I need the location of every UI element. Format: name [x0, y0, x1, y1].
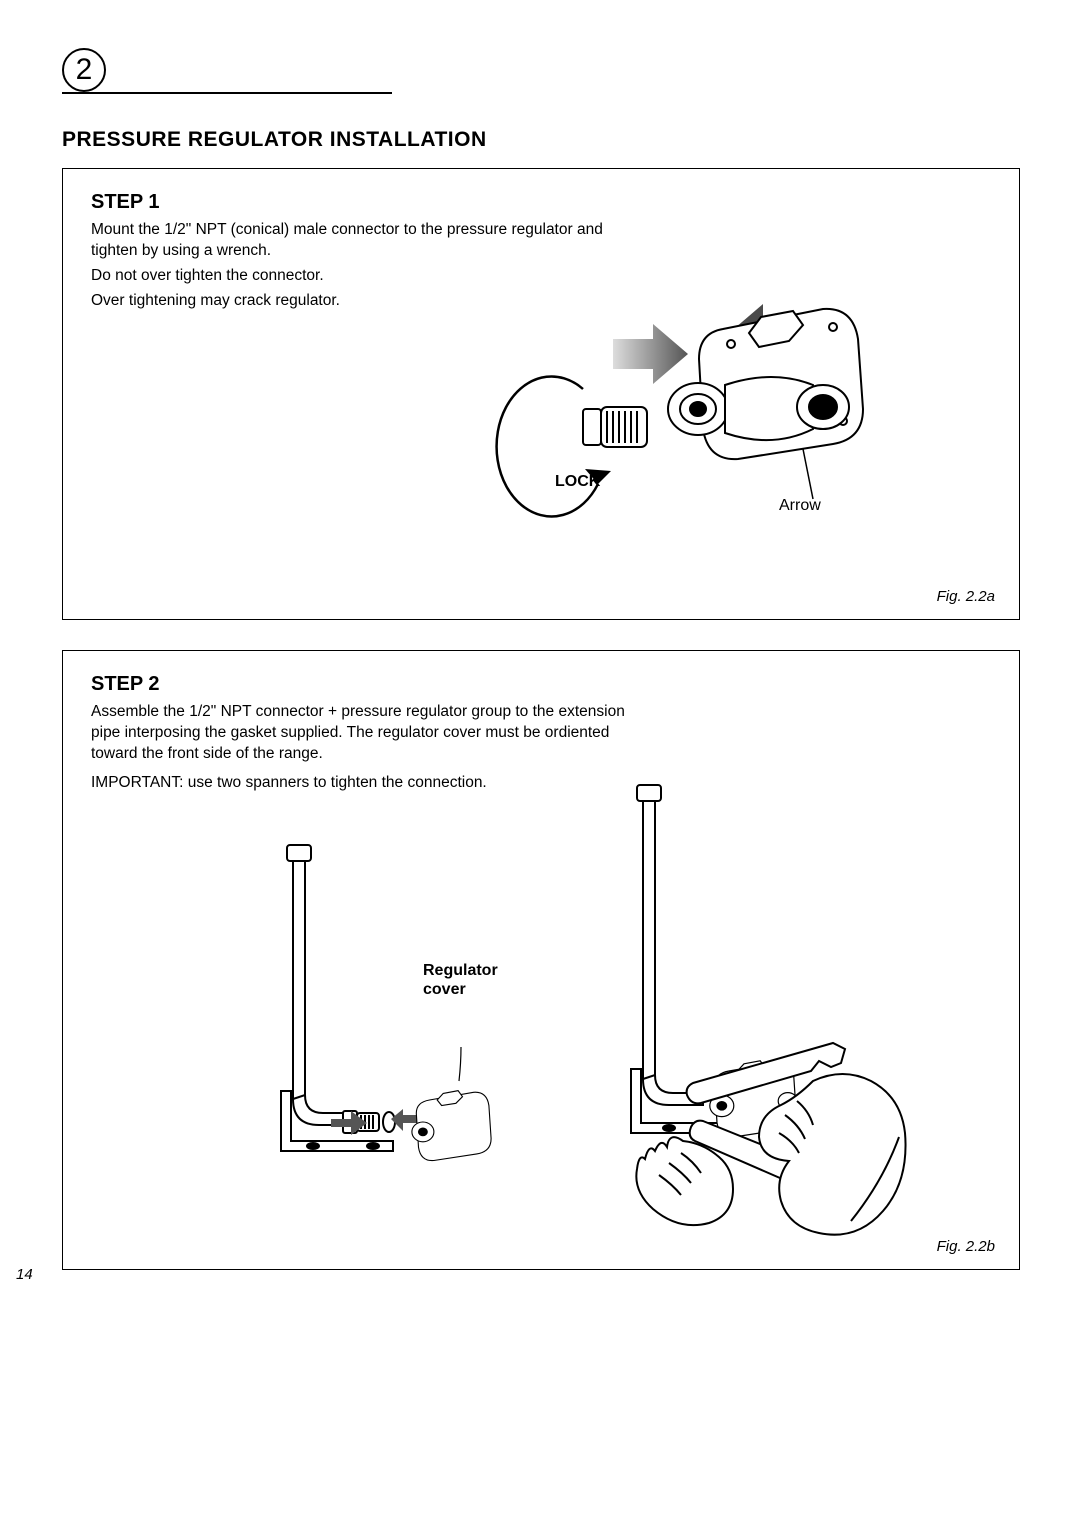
regulator-cover-line1: Regulator: [423, 962, 498, 979]
step-1-line-2: Do not over tighten the connector.: [91, 266, 611, 287]
figure-2-2b-left-illustration: [233, 841, 533, 1221]
figure-2-2b-right-illustration: [583, 781, 923, 1251]
step-2-title: STEP 2: [91, 673, 991, 696]
step-1-box: STEP 1 Mount the 1/2" NPT (conical) male…: [62, 168, 1020, 620]
page: 2 PRESSURE REGULATOR INSTALLATION STEP 1…: [0, 0, 1080, 1527]
header-rule: [62, 92, 392, 94]
arrow-label: Arrow: [779, 497, 821, 515]
section-number-text: 2: [76, 53, 93, 87]
section-number: 2: [62, 48, 106, 92]
step-2-line-2: IMPORTANT: use two spanners to tighten t…: [91, 773, 651, 794]
figure-2-2a-caption: Fig. 2.2a: [937, 588, 995, 605]
step-1-title: STEP 1: [91, 191, 991, 214]
regulator-cover-line2: cover: [423, 981, 466, 998]
step-1-line-1: Mount the 1/2" NPT (conical) male connec…: [91, 220, 611, 262]
figure-2-2b-caption: Fig. 2.2b: [937, 1238, 995, 1255]
lock-label: LOCK: [555, 473, 600, 491]
regulator-cover-label: Regulator cover: [423, 961, 498, 999]
figure-2-2a-illustration: [493, 289, 913, 549]
page-title: PRESSURE REGULATOR INSTALLATION: [62, 128, 487, 152]
page-number: 14: [16, 1266, 33, 1283]
step-2-body: Assemble the 1/2" NPT connector + pressu…: [91, 702, 651, 794]
step-2-box: STEP 2 Assemble the 1/2" NPT connector +…: [62, 650, 1020, 1270]
step-2-line-1: Assemble the 1/2" NPT connector + pressu…: [91, 702, 651, 765]
